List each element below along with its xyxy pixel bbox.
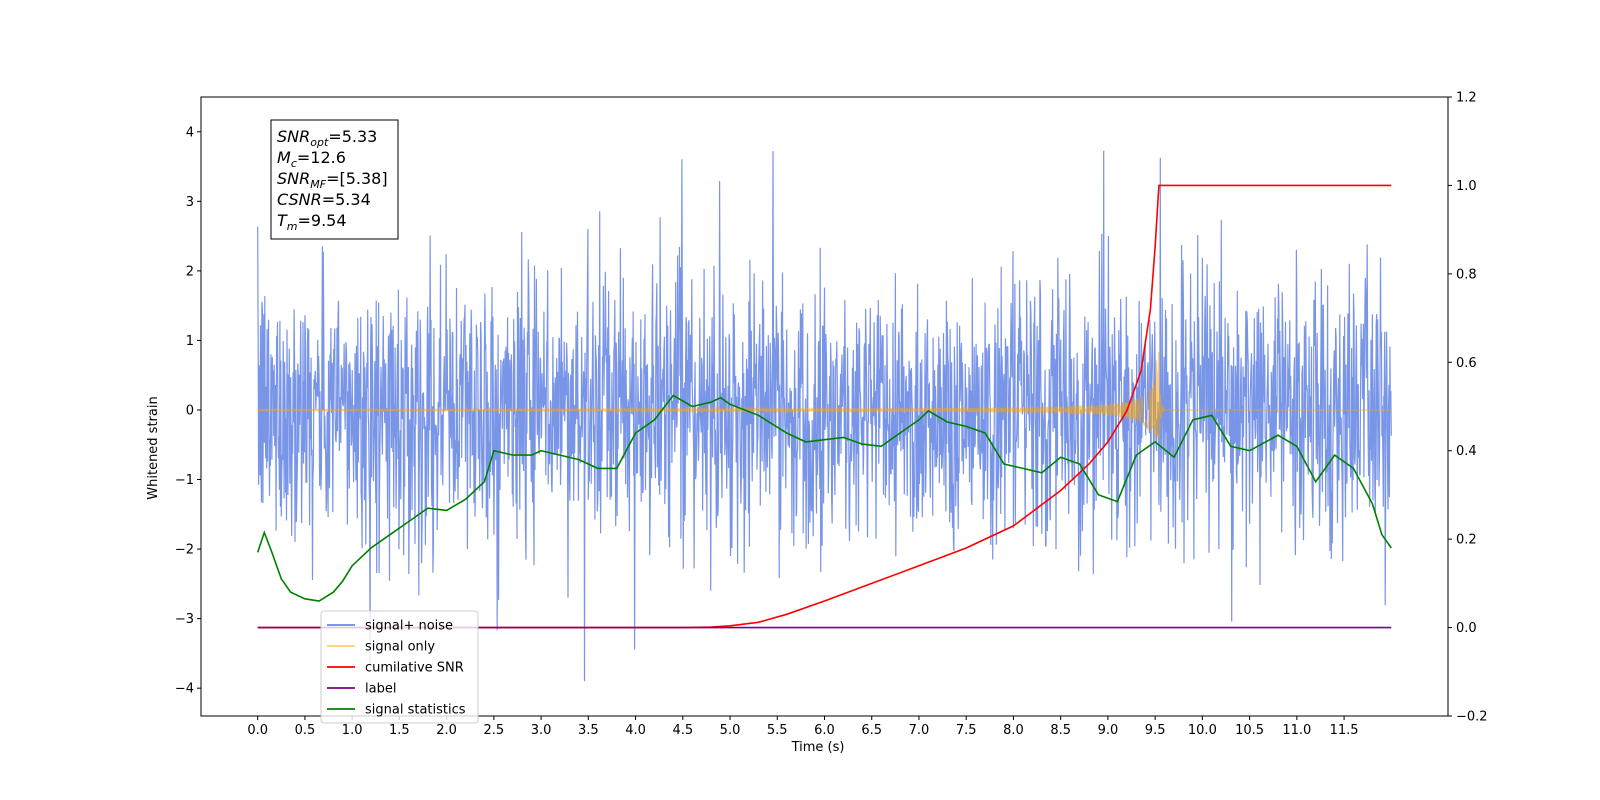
y-left-tick-label: −1 (175, 473, 194, 488)
x-tick-label: 4.0 (625, 723, 646, 738)
annotation-subscript: c (291, 157, 297, 170)
y-axis-label: Whitened strain (146, 396, 161, 499)
annotation-frame (270, 119, 399, 240)
y-left-tick-label: −4 (175, 682, 194, 697)
annotation-value: =[5.38] (326, 169, 388, 188)
legend-label: signal only (365, 640, 435, 655)
series-cumulative-snr-line (257, 184, 1392, 629)
plot-area (256, 150, 1392, 682)
x-tick-label: 2.5 (484, 723, 505, 738)
x-tick-label: 10.5 (1235, 723, 1264, 738)
x-tick-label: 7.5 (956, 723, 977, 738)
legend-frame (320, 610, 479, 724)
legend-label: label (365, 682, 396, 697)
x-tick-label: 6.5 (861, 723, 882, 738)
series-signal-only-line (257, 351, 1392, 441)
x-tick-label: 5.5 (767, 723, 788, 738)
x-tick-label: 5.0 (720, 723, 741, 738)
y-right-tick-label: 0.0 (1456, 621, 1477, 636)
x-tick-label: 6.0 (814, 723, 835, 738)
legend-label: cumilative SNR (365, 661, 464, 676)
y-left-tick-label: 3 (186, 195, 194, 210)
x-tick-label: 3.5 (578, 723, 599, 738)
legend: signal+ noise signal only cumilative SNR la… (320, 610, 479, 724)
annotation-line: Mc=12.6 (277, 148, 346, 170)
x-tick-label: 0.0 (247, 723, 268, 738)
y-left-tick-label: −2 (175, 543, 194, 558)
legend-label: signal+ noise (365, 619, 453, 634)
y-right-tick-label: 0.4 (1456, 444, 1477, 459)
annotation-symbol: CSNR (277, 190, 322, 209)
y-left-tick-label: 4 (186, 125, 194, 140)
annotation-subscript: opt (310, 136, 329, 149)
x-tick-label: 9.0 (1098, 723, 1119, 738)
y-right-tick-label: 1.2 (1456, 91, 1477, 106)
x-tick-label: 3.0 (531, 723, 552, 738)
series-signal-statistics-line (256, 394, 1392, 602)
x-tick-label: 10.0 (1188, 723, 1217, 738)
series-signal-noise-line (257, 150, 1392, 682)
annotation-line: CSNR=5.34 (277, 190, 371, 209)
annotation-value: =5.34 (322, 190, 371, 209)
x-tick-label: 1.0 (342, 723, 363, 738)
x-tick-label: 0.5 (295, 723, 316, 738)
annotation-line: SNRopt=5.33 (277, 127, 377, 149)
x-tick-label: 4.5 (672, 723, 693, 738)
x-axis-label: Time (s) (791, 740, 845, 755)
annotation-symbol: M (277, 148, 291, 167)
annotation-line: Tm=9.54 (277, 211, 347, 233)
annotation-subscript: m (287, 220, 298, 233)
annotation-value: =9.54 (298, 211, 347, 230)
annotation-symbol: T (277, 211, 288, 230)
x-tick-label: 8.5 (1050, 723, 1071, 738)
annotation-symbol: SNR (277, 127, 310, 146)
y-left-tick-label: −3 (175, 612, 194, 627)
x-tick-label: 9.5 (1145, 723, 1166, 738)
x-tick-label: 7.0 (909, 723, 930, 738)
x-tick-label: 2.0 (436, 723, 457, 738)
y-left-tick-label: 1 (186, 334, 194, 349)
annotation-box: SNRopt=5.33Mc=12.6SNRMF=[5.38]CSNR=5.34T… (270, 119, 399, 240)
x-tick-label: 1.5 (389, 723, 410, 738)
y-right-tick-label: 0.2 (1456, 533, 1477, 548)
x-tick-label: 8.0 (1003, 723, 1024, 738)
annotation-symbol: SNR (277, 169, 310, 188)
annotation-value: =5.33 (328, 127, 377, 146)
y-right-tick-label: −0.2 (1456, 710, 1488, 725)
series-group (256, 150, 1392, 682)
x-tick-label: 11.5 (1330, 723, 1359, 738)
axes: 0.0 0.5 1.0 1.5 2.0 2.5 3.0 3.5 4.0 4.5 5.0 5.5 6.0 6… (175, 91, 1488, 739)
annotation-value: =12.6 (297, 148, 346, 167)
x-tick-label: 11.0 (1282, 723, 1311, 738)
y-right-tick-label: 0.8 (1456, 267, 1477, 282)
y-left-tick-label: 2 (186, 264, 194, 279)
y-right-tick-label: 0.6 (1456, 356, 1477, 371)
annotation-subscript: MF (310, 178, 326, 191)
legend-label: signal statistics (365, 703, 466, 718)
y-right-tick-label: 1.0 (1456, 179, 1477, 194)
annotation-line: SNRMF=[5.38] (277, 169, 388, 191)
y-left-tick-label: 0 (186, 403, 194, 418)
